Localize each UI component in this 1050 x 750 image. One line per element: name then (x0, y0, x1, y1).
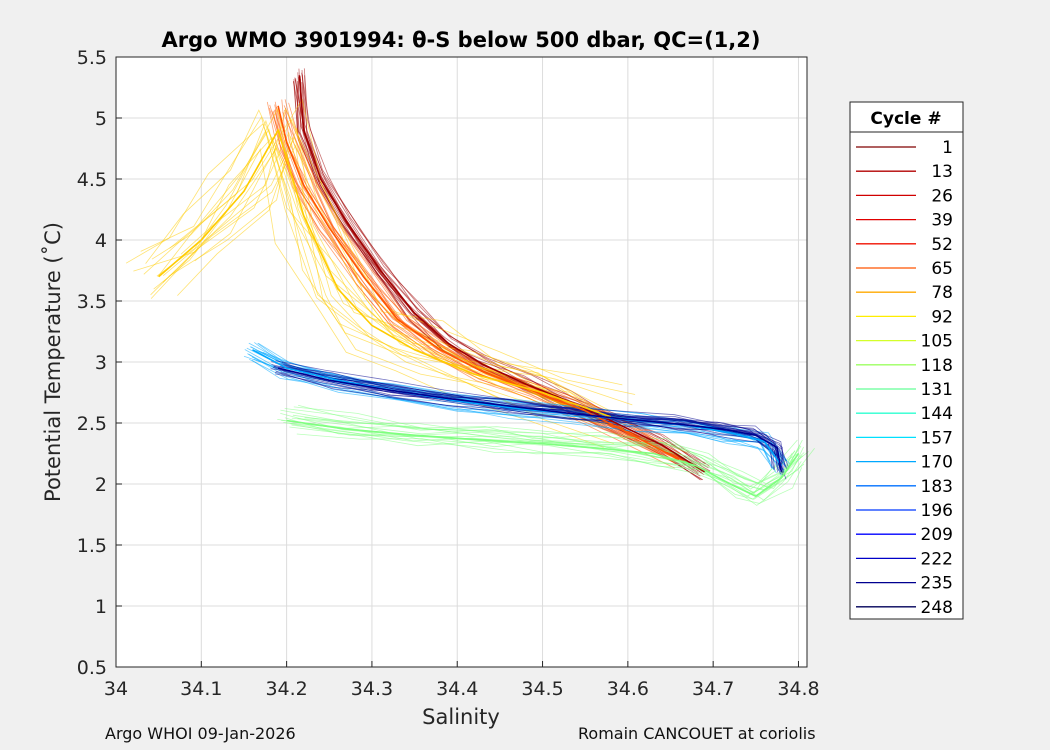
y-axis-label: Potential Temperature (˚C) (41, 222, 65, 502)
y-tick-label: 5.5 (77, 47, 107, 69)
legend-label: 78 (931, 283, 953, 303)
y-tick-labels: 0.5 1 1.5 2 2.5 3 3.5 4 4.5 5 5.5 (77, 47, 107, 679)
legend-label: 65 (931, 259, 953, 279)
y-tick-label: 3 (95, 352, 107, 374)
x-tick-label: 34.5 (521, 678, 563, 700)
footer-right-text: Romain CANCOUET at coriolis (578, 724, 816, 743)
x-tick-label: 34.4 (436, 678, 478, 700)
legend-label: 92 (931, 307, 953, 327)
legend-label: 105 (921, 332, 953, 352)
axes-box (115, 56, 808, 668)
legend-entries: 1 13 26 39 52 65 78 92 105 118 131 144 157 170 183 196 2… (856, 138, 953, 618)
profile-line (248, 354, 785, 472)
y-tick-label: 1.5 (77, 535, 107, 557)
profile-line (177, 127, 627, 421)
legend-label: 131 (921, 380, 953, 400)
legend-label: 248 (921, 598, 953, 618)
x-tick-label: 34.7 (692, 678, 734, 700)
y-tick-label: 5 (95, 108, 107, 130)
legend-label: 13 (931, 162, 953, 182)
profile-line (297, 418, 815, 489)
legend-label: 183 (921, 477, 953, 497)
y-tick-label: 4.5 (77, 169, 107, 191)
series-lines (158, 75, 800, 498)
chart-title: Argo WMO 3901994: θ-S below 500 dbar, QC… (162, 28, 761, 52)
profile-line (143, 119, 591, 411)
series-line (158, 128, 612, 418)
profile-line (168, 135, 627, 418)
profile-line (140, 116, 610, 411)
y-tick-label: 0.5 (77, 657, 107, 679)
footer-left-text: Argo WHOI 09-Jan-2026 (105, 724, 296, 743)
y-tick-label: 4 (95, 230, 107, 252)
legend: Cycle # 1 13 26 39 52 65 78 92 105 118 131 144 157 17… (849, 101, 964, 620)
legend-label: 222 (921, 549, 953, 569)
profile-line (281, 420, 793, 494)
y-tick-label: 1 (95, 596, 107, 618)
legend-label: 52 (931, 235, 953, 255)
profile-line (194, 117, 633, 406)
profile-line (180, 107, 636, 395)
legend-label: 209 (921, 525, 953, 545)
x-tick-label: 34.6 (607, 678, 649, 700)
legend-label: 26 (931, 186, 953, 206)
series-line (277, 367, 783, 472)
profile-line (156, 130, 588, 412)
y-tick-label: 2.5 (77, 413, 107, 435)
profile-line (281, 362, 789, 467)
legend-label: 157 (921, 428, 953, 448)
profile-line (296, 433, 803, 504)
series-line (298, 75, 706, 473)
legend-label: 144 (921, 404, 953, 424)
profile-line (281, 99, 678, 457)
x-tick-label: 34.3 (351, 678, 393, 700)
x-tick-label: 34.1 (180, 678, 222, 700)
legend-label: 1 (942, 138, 953, 158)
data-clouds (125, 68, 815, 506)
legend-label: 118 (921, 356, 953, 376)
legend-label: 196 (921, 501, 953, 521)
series-line (277, 105, 680, 461)
series-line (252, 349, 783, 467)
profile-line (169, 98, 623, 386)
profile-line (283, 371, 784, 471)
profile-line (289, 426, 805, 500)
y-tick-label: 2 (95, 474, 107, 496)
legend-label: 39 (931, 211, 953, 231)
profile-line (284, 408, 798, 484)
profile-line (275, 371, 779, 473)
x-tick-labels: 34 34.1 34.2 34.3 34.4 34.5 34.6 34.7 34.8 (104, 678, 820, 700)
legend-label: 235 (921, 574, 953, 594)
legend-label: 170 (921, 453, 953, 473)
profile-line (133, 136, 605, 420)
x-tick-label: 34.2 (265, 678, 307, 700)
profile-line (150, 131, 608, 425)
x-tick-label: 34.8 (777, 678, 819, 700)
y-tick-label: 3.5 (77, 291, 107, 313)
legend-box (849, 101, 964, 620)
series-line (286, 419, 800, 498)
legend-title: Cycle # (870, 109, 941, 129)
x-tick-label: 34 (104, 678, 128, 700)
profile-line (275, 360, 782, 465)
x-axis-label: Salinity (422, 705, 500, 729)
